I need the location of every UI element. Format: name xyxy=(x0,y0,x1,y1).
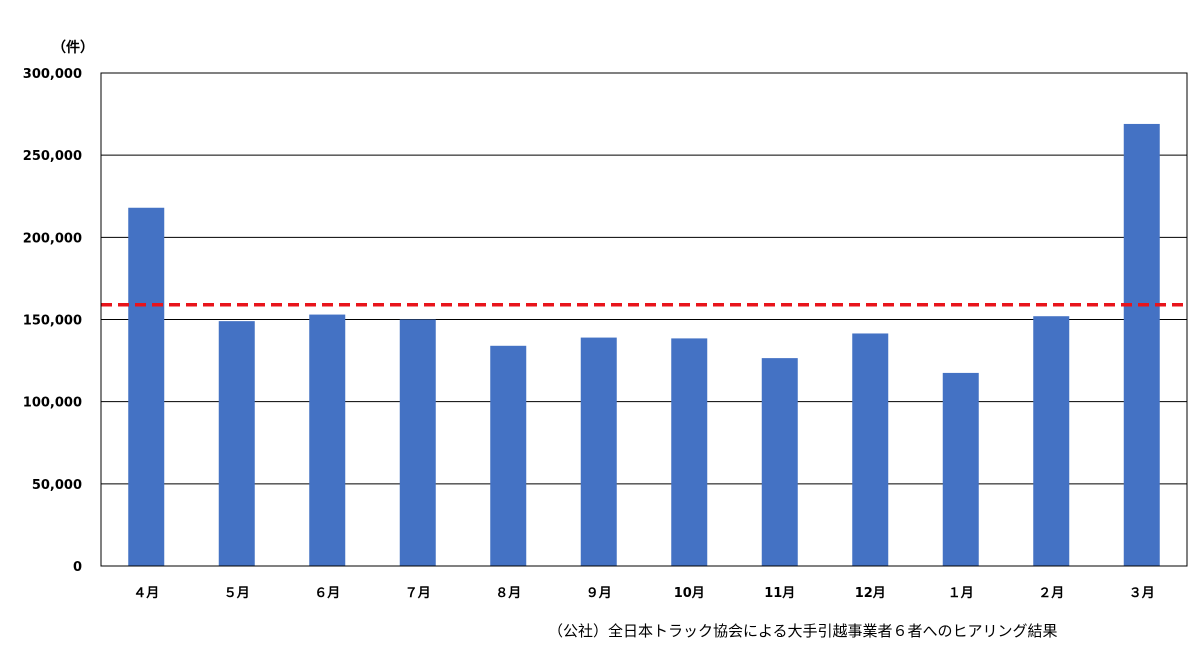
x-tick-label: ８月 xyxy=(495,586,521,601)
x-tick-label: ５月 xyxy=(224,586,250,601)
y-tick-label: 300,000 xyxy=(23,67,82,82)
bar xyxy=(580,337,617,566)
y-axis-ticks: 0 50,000 100,000 150,000 200,000 250,000 300,0… xyxy=(23,67,82,575)
y-tick-label: 50,000 xyxy=(32,478,82,493)
x-axis-ticks: ４月 ５月 ６月 ７月 ８月 ９月 10月 11月 12月 １月 ２月 ３月 xyxy=(133,586,1155,601)
bar xyxy=(1123,123,1160,567)
bar xyxy=(761,358,798,566)
x-tick-label: 10月 xyxy=(674,586,705,601)
bar xyxy=(309,314,346,566)
x-tick-label: ２月 xyxy=(1038,586,1064,601)
bar xyxy=(218,321,255,566)
y-tick-label: 200,000 xyxy=(23,231,82,246)
bar xyxy=(1033,316,1070,566)
bar xyxy=(490,345,527,566)
y-tick-label: 250,000 xyxy=(23,149,82,164)
bar xyxy=(671,338,708,566)
y-axis-unit-label: （件） xyxy=(52,39,94,56)
bar xyxy=(399,319,436,566)
x-tick-label: １月 xyxy=(948,586,974,601)
x-tick-label: ３月 xyxy=(1129,586,1155,601)
y-tick-label: 0 xyxy=(73,560,82,575)
y-tick-label: 100,000 xyxy=(23,396,82,411)
x-tick-label: ９月 xyxy=(586,586,612,601)
x-tick-label: ６月 xyxy=(314,586,340,601)
y-tick-label: 150,000 xyxy=(23,314,82,329)
x-tick-label: ４月 xyxy=(133,586,159,601)
source-note: （公社）全日本トラック協会による大手引越事業者６者へのヒアリング結果 xyxy=(548,622,1058,640)
bar xyxy=(942,372,979,566)
bar xyxy=(128,207,165,566)
gridlines xyxy=(101,154,1187,485)
x-tick-label: 12月 xyxy=(855,586,886,601)
x-tick-label: 11月 xyxy=(764,586,795,601)
bars xyxy=(128,123,1160,567)
x-tick-label: ７月 xyxy=(405,586,431,601)
plot-frame xyxy=(100,72,1188,567)
bar xyxy=(852,333,889,566)
